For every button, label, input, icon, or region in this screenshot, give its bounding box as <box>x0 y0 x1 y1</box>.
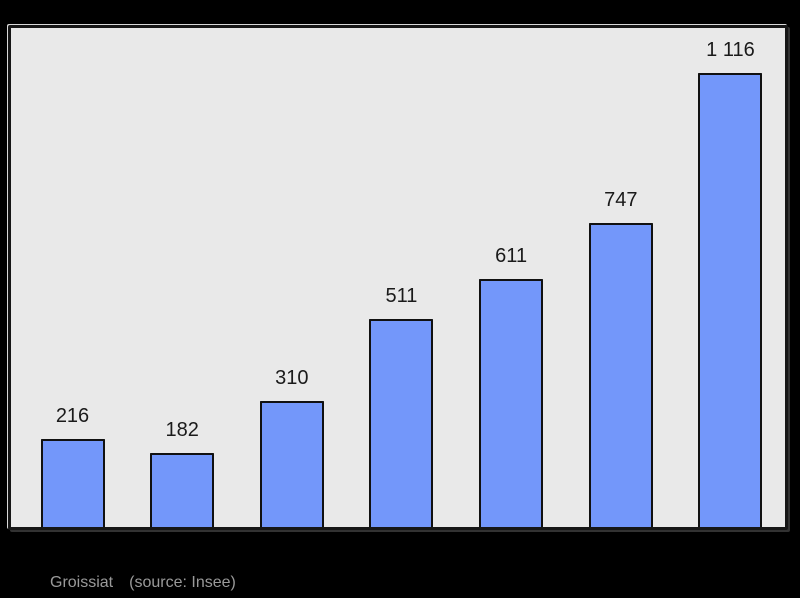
bar <box>259 401 324 527</box>
bar-value-label: 216 <box>55 405 90 427</box>
plot-area: 216 182 310 511 611 747 1 116 <box>11 28 785 527</box>
plot-frame: 216 182 310 511 611 747 1 116 <box>8 25 788 530</box>
bar-value-label: 747 <box>604 189 638 211</box>
caption-source: (source: Insee) <box>129 574 236 591</box>
bar-value-label: 1 116 <box>706 39 755 61</box>
bar-value-label: 511 <box>385 285 418 307</box>
bar <box>150 453 215 527</box>
bar <box>588 223 653 527</box>
bar-value-label: 611 <box>495 245 528 267</box>
bar <box>40 439 105 527</box>
bar-group: 216 <box>40 399 105 527</box>
bar-group: 1 116 <box>698 33 763 527</box>
bar-group: 511 <box>369 279 434 527</box>
bar-value-label: 182 <box>165 419 199 441</box>
bar <box>698 73 763 527</box>
bar <box>369 319 434 527</box>
bar <box>479 279 544 527</box>
bar-group: 182 <box>150 413 215 527</box>
caption: Groissiat (source: Insee) <box>50 573 236 593</box>
bar-group: 747 <box>588 183 653 527</box>
caption-commune-name: Groissiat <box>50 574 114 591</box>
bar-group: 611 <box>479 239 544 527</box>
bar-group: 310 <box>259 361 324 527</box>
bar-value-label: 310 <box>275 367 309 389</box>
